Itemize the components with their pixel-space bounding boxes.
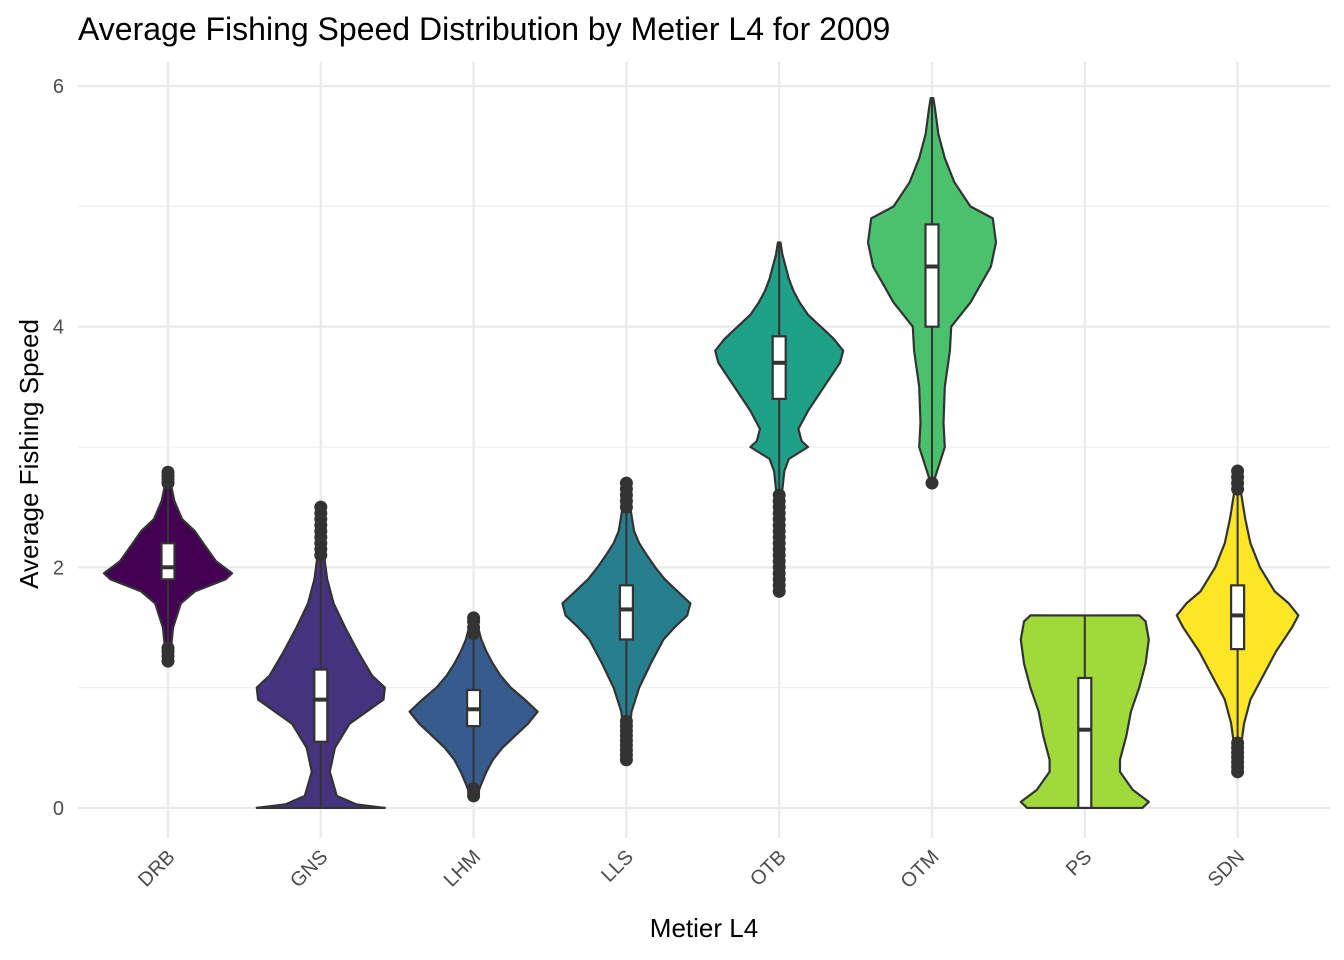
violin-group-sdn	[1175, 464, 1300, 779]
box-ps	[1077, 676, 1093, 810]
x-tick-label-gns: GNS	[286, 846, 332, 892]
x-tick-label-drb: DRB	[134, 846, 179, 891]
x-tick-label-ps: PS	[1062, 846, 1096, 880]
y-axis-title: Average Fishing Speed	[14, 319, 44, 589]
outlier-point	[467, 611, 481, 625]
violin-group-lhm	[408, 611, 539, 803]
box-lls	[618, 584, 635, 641]
violin-group-gns	[255, 500, 386, 810]
y-tick-label: 0	[53, 798, 64, 820]
outlier-point	[1231, 464, 1245, 478]
x-tick-label-otb: OTB	[746, 846, 791, 891]
x-tick-label-otm: OTM	[897, 846, 944, 893]
box-otm	[924, 223, 940, 328]
x-axis-title: Metier L4	[650, 913, 758, 943]
violin-group-ps	[1019, 614, 1150, 810]
outlier-point	[772, 488, 786, 502]
outlier-point	[161, 465, 175, 479]
outlier-point	[161, 641, 175, 655]
outlier-point	[619, 476, 633, 490]
x-tick-label-lhm: LHM	[440, 846, 485, 891]
x-tick-label-lls: LLS	[597, 846, 638, 887]
y-tick-label: 4	[53, 317, 64, 339]
x-tick-label-sdn: SDN	[1204, 846, 1249, 891]
outlier-point	[467, 782, 481, 796]
box-otb	[771, 335, 787, 400]
box-drb	[160, 542, 176, 581]
outlier-point	[314, 500, 328, 514]
x-axis-ticks: DRB GNS LHM LLS OTB OTM PS SDN	[134, 846, 1249, 893]
violin-group-lls	[561, 476, 692, 767]
chart-title: Average Fishing Speed Distribution by Me…	[78, 11, 890, 47]
y-tick-label: 6	[53, 76, 64, 98]
y-tick-label: 2	[53, 557, 64, 579]
violin-layer	[102, 96, 1300, 810]
gridlines	[78, 62, 1330, 838]
y-axis-ticks: 0 2 4 6	[53, 76, 64, 820]
outlier-point	[1231, 736, 1245, 750]
violin-group-otb	[714, 241, 845, 598]
violin-group-otm	[866, 96, 998, 490]
box-gns	[313, 668, 329, 743]
violin-group-drb	[102, 465, 234, 668]
outlier-point	[925, 476, 939, 490]
outlier-point	[619, 714, 633, 728]
